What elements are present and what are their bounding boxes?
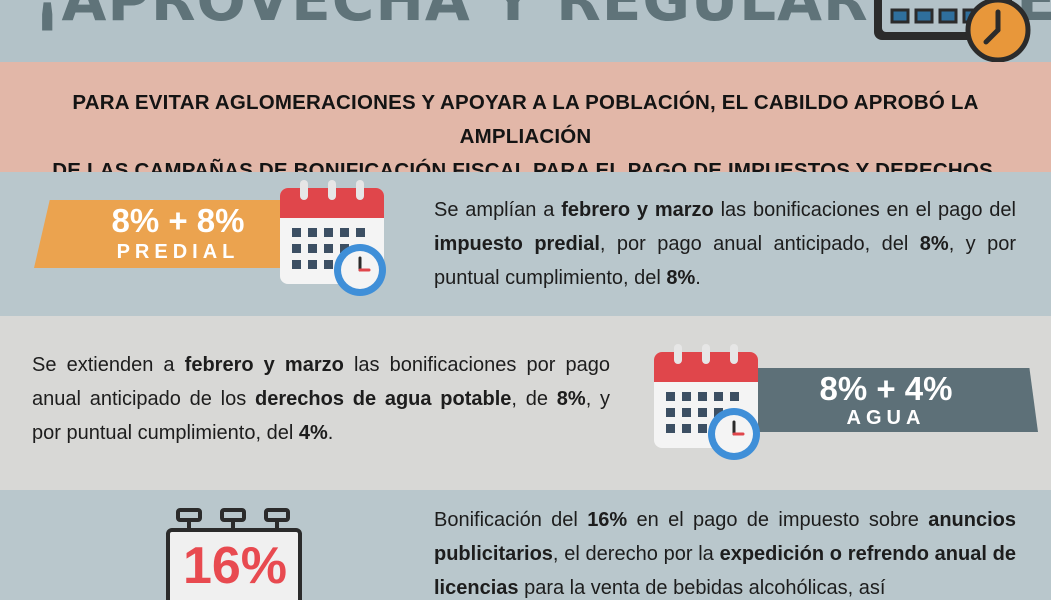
agua-percent: 8% + 4% bbox=[819, 370, 953, 407]
intro-band bbox=[0, 62, 1051, 172]
agua-description: Se extienden a febrero y marzo las bonif… bbox=[32, 354, 611, 444]
anuncios-description: Bonificación del 16% en el pago de impue… bbox=[434, 509, 1016, 599]
intro-line-1: PARA EVITAR AGLOMERACIONES Y APOYAR A LA… bbox=[72, 91, 979, 148]
predial-label: PREDIAL bbox=[116, 241, 240, 263]
predial-ribbon bbox=[34, 200, 296, 268]
calendar-clock-icon bbox=[654, 344, 760, 460]
calendar-clock-icon bbox=[874, 0, 1031, 63]
agua-ribbon bbox=[752, 368, 1038, 432]
agua-label: AGUA bbox=[846, 407, 926, 429]
calendar-clock-icon bbox=[280, 180, 386, 296]
signboard-icon bbox=[166, 508, 302, 600]
predial-description: Se amplían a febrero y marzo las bonific… bbox=[434, 199, 1016, 289]
predial-percent: 8% + 8% bbox=[111, 202, 245, 239]
anuncios-percent: 16% bbox=[182, 537, 288, 595]
